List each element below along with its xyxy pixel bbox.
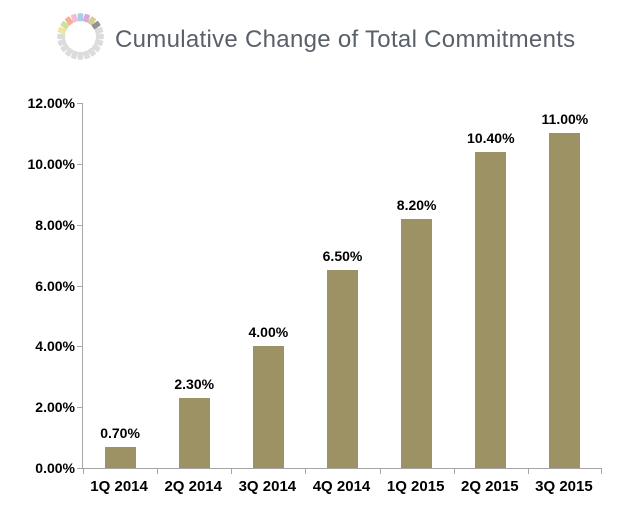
- y-axis-tick-mark: [77, 407, 82, 409]
- y-axis-tick-label: 4.00%: [35, 338, 75, 355]
- logo-segment: [91, 43, 101, 53]
- logo-segment: [60, 43, 70, 53]
- logo-segment: [60, 20, 70, 30]
- y-axis-tick-mark: [77, 285, 82, 287]
- y-axis-tick-label: 12.00%: [27, 95, 75, 111]
- bar-data-label: 10.40%: [467, 129, 515, 146]
- bar-3q-2014: [252, 346, 284, 468]
- bar-4q-2014: [326, 270, 358, 468]
- plot-area: 0.00% 2.00% 4.00% 6.00% 8.00% 10.00% 12.00% 0.7…: [28, 96, 602, 475]
- logo-segment: [70, 13, 79, 23]
- logo-segment: [77, 13, 84, 22]
- logo-segment: [95, 33, 104, 40]
- bar-data-label: 0.70%: [100, 424, 140, 441]
- y-axis-tick-label: 0.00%: [35, 460, 75, 476]
- logo-segment: [82, 13, 91, 23]
- x-axis-category-label: 3Q 2015: [535, 478, 593, 495]
- bar-data-label: 11.00%: [541, 111, 589, 128]
- x-axis-category-label: 2Q 2015: [461, 478, 519, 495]
- y-axis-tick-mark: [77, 163, 82, 165]
- bar-data-label: 8.20%: [396, 196, 437, 213]
- logo-segment: [82, 50, 91, 60]
- logo-segment: [70, 50, 79, 60]
- x-axis-tick-mark: [379, 469, 381, 474]
- y-axis-tick-mark: [77, 346, 82, 348]
- chart-title: Cumulative Change of Total Commitments: [115, 26, 576, 53]
- bar-3q-2015: [549, 133, 581, 468]
- y-axis-tick-label: 8.00%: [35, 216, 75, 233]
- x-axis-tick-mark: [453, 469, 455, 474]
- logo-segment: [57, 38, 67, 47]
- x-axis-tick-mark: [157, 469, 159, 474]
- x-axis-labels: 1Q 2014 2Q 2014 3Q 2014 4Q 2014 1Q 2015 2Q 20…: [82, 478, 601, 498]
- bar-1q-2015: [401, 218, 433, 468]
- y-axis-tick-mark: [77, 468, 82, 469]
- x-axis-tick-mark: [231, 469, 233, 474]
- bar-group: 11.00%: [528, 103, 602, 468]
- x-axis-category-label: 2Q 2014: [164, 478, 222, 495]
- logo-segment: [64, 47, 74, 57]
- y-axis-tick-label: 2.00%: [35, 399, 75, 416]
- x-axis-category-label: 1Q 2014: [90, 478, 148, 495]
- y-axis-tick-label: 10.00%: [27, 155, 75, 172]
- logo-segment: [87, 16, 97, 26]
- x-axis-tick-mark: [83, 469, 84, 474]
- bar-group: 8.20%: [380, 103, 454, 468]
- bar-group: 6.50%: [305, 103, 379, 468]
- x-axis-category-label: 4Q 2014: [312, 478, 371, 495]
- logo-segment: [64, 16, 74, 26]
- bar-group: 2.30%: [157, 103, 231, 468]
- x-axis-tick-mark: [527, 469, 529, 474]
- logo-segment: [94, 38, 104, 47]
- bar-group: 10.40%: [454, 103, 528, 468]
- y-axis-tick-mark: [77, 224, 82, 226]
- bar-data-label: 4.00%: [248, 324, 289, 341]
- logo-segment: [57, 33, 66, 40]
- x-axis-category-label: 3Q 2014: [238, 478, 297, 495]
- logo-segment: [77, 51, 84, 60]
- logo-segment: [87, 47, 97, 57]
- bar-group: 0.70%: [83, 103, 157, 468]
- x-axis-tick-mark: [305, 469, 307, 474]
- bar-data-label: 2.30%: [174, 376, 215, 393]
- bar-2q-2015: [475, 151, 507, 468]
- bar-group: 4.00%: [231, 103, 305, 468]
- logo-segment: [94, 26, 104, 35]
- y-axis-tick-label: 6.00%: [35, 277, 75, 294]
- bar-data-label: 6.50%: [322, 248, 363, 265]
- brand-logo-icon: [57, 13, 104, 60]
- y-axis-tick-mark: [77, 103, 82, 104]
- bar-2q-2014: [178, 398, 210, 468]
- x-axis-tick-mark: [601, 469, 602, 474]
- x-axis-category-label: 1Q 2015: [386, 478, 445, 495]
- logo-segment: [91, 20, 101, 30]
- logo-segment: [57, 26, 67, 35]
- bar-1q-2014: [104, 446, 136, 468]
